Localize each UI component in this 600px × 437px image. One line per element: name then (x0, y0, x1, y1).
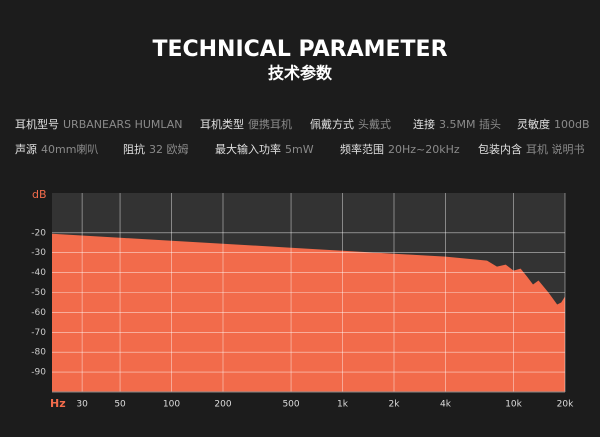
spec-label: 包装内含 (478, 142, 522, 156)
y-axis-label: dB (32, 188, 47, 201)
spec-item: 最大输入功率 5mW (215, 142, 314, 156)
spec-value: 5mW (285, 143, 314, 156)
spec-item: 灵敏度 100dB (517, 117, 590, 131)
spec-item: 佩戴方式 头戴式 (310, 117, 391, 131)
x-tick-label: 50 (114, 400, 126, 410)
y-tick-label: -90 (31, 368, 46, 378)
spec-item: 耳机型号 URBANEARS HUMLAN (15, 117, 183, 131)
spec-item: 耳机类型 便携耳机 (200, 117, 292, 131)
x-tick-label: 200 (214, 400, 231, 410)
spec-value: URBANEARS HUMLAN (63, 118, 183, 131)
spec-label: 阻抗 (123, 142, 145, 156)
x-tick-label: 4k (440, 400, 452, 410)
spec-item: 阻抗 32 欧姆 (123, 142, 189, 156)
spec-value: 100dB (554, 118, 590, 131)
y-tick-label: -80 (31, 348, 46, 358)
y-tick-label: -50 (31, 288, 46, 298)
x-tick-label: 500 (282, 400, 299, 410)
x-tick-label: 2k (389, 400, 401, 410)
x-tick-label: 30 (76, 400, 88, 410)
spec-value: 头戴式 (358, 117, 391, 131)
spec-value: 3.5MM 插头 (439, 117, 501, 131)
y-tick-label: -70 (31, 328, 46, 338)
spec-item: 包装内含 耳机 说明书 (478, 142, 585, 156)
y-tick-label: -40 (31, 268, 46, 278)
x-tick-label: 20k (557, 400, 574, 410)
subtitle: 技术参数 (268, 64, 333, 83)
x-tick-label: 1k (337, 400, 349, 410)
spec-item: 连接 3.5MM 插头 (413, 117, 501, 131)
spec-value: 20Hz~20kHz (388, 143, 460, 156)
spec-label: 连接 (413, 118, 435, 131)
spec-value: 40mm喇叭 (41, 142, 98, 156)
spec-item: 声源 40mm喇叭 (15, 142, 98, 156)
y-tick-label: -20 (31, 228, 46, 238)
y-tick-label: -60 (31, 308, 46, 318)
spec-value: 耳机 说明书 (526, 142, 585, 156)
spec-item: 频率范围 20Hz~20kHz (340, 142, 460, 156)
x-tick-label: 100 (163, 400, 180, 410)
x-tick-label: 10k (505, 400, 522, 410)
title: TECHNICAL PARAMETER (152, 37, 447, 62)
spec-label: 灵敏度 (517, 117, 550, 131)
spec-label: 耳机型号 (15, 117, 59, 131)
y-tick-label: -30 (31, 248, 46, 258)
spec-value: 32 欧姆 (149, 142, 189, 156)
spec-label: 佩戴方式 (310, 117, 354, 131)
spec-value: 便携耳机 (248, 117, 292, 131)
x-axis-label: Hz (50, 397, 66, 410)
spec-label: 声源 (15, 142, 37, 156)
spec-label: 频率范围 (340, 142, 384, 156)
spec-label: 最大输入功率 (215, 142, 281, 156)
spec-label: 耳机类型 (200, 117, 244, 131)
